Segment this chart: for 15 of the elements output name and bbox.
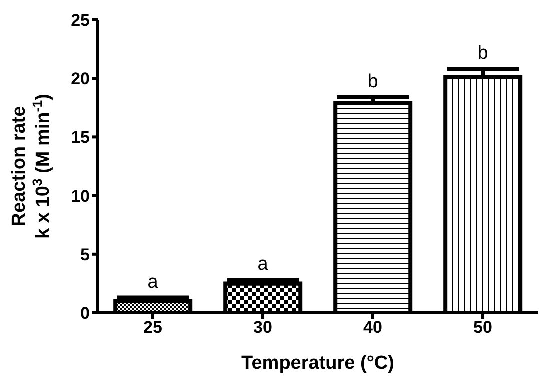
- y-tick-label: 15: [71, 128, 90, 148]
- x-tick-label: 25: [144, 318, 162, 338]
- x-axis-title: Temperature (°C): [242, 353, 394, 374]
- x-tick-label: 50: [474, 318, 492, 338]
- y-tick-label: 10: [71, 186, 90, 206]
- annotation: b: [478, 43, 488, 64]
- annotation: b: [368, 71, 378, 92]
- x-tick-label: 40: [364, 318, 382, 338]
- y-tick-label: 5: [80, 245, 90, 264]
- y-tick-label: 25: [71, 11, 90, 30]
- y-tick-label: 0: [80, 304, 90, 324]
- annotation: a: [148, 272, 159, 293]
- y-tick-label: 20: [71, 70, 90, 89]
- annotation: a: [258, 254, 269, 276]
- x-tick-label: 30: [254, 318, 272, 338]
